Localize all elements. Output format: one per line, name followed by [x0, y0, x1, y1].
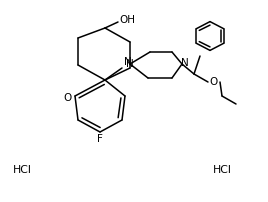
Text: N: N: [181, 58, 189, 68]
Text: OH: OH: [119, 15, 135, 25]
Text: N: N: [126, 59, 134, 69]
Text: HCl: HCl: [213, 165, 232, 175]
Text: O: O: [64, 93, 72, 103]
Text: HCl: HCl: [13, 165, 31, 175]
Text: N: N: [124, 57, 132, 67]
Text: F: F: [97, 134, 103, 144]
Text: O: O: [210, 77, 218, 87]
